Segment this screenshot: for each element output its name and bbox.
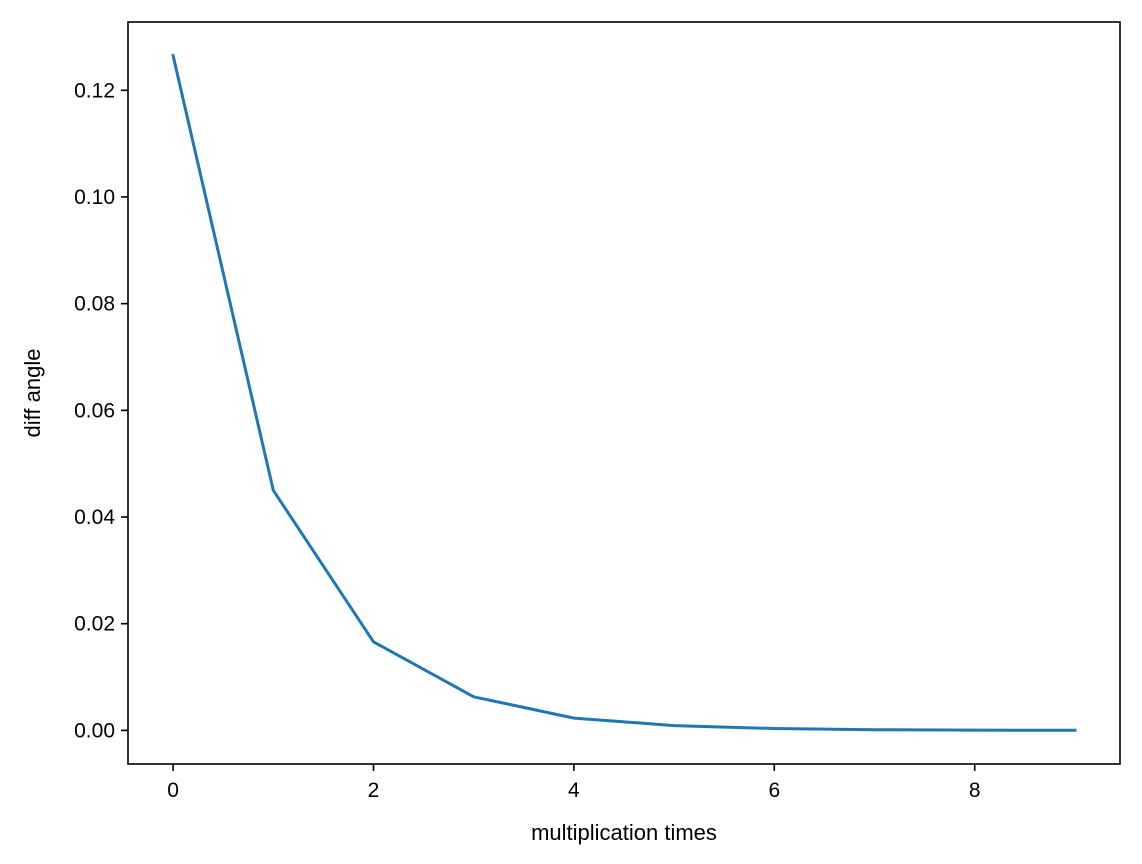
y-axis-label: diff angle bbox=[20, 349, 45, 438]
series-layer bbox=[171, 53, 1077, 732]
x-tick-label: 6 bbox=[768, 779, 780, 802]
y-axis-ticks: 0.00 0.02 0.04 0.06 0.08 0.10 0.12 bbox=[74, 79, 128, 742]
x-axis-ticks: 0 2 4 6 8 bbox=[167, 764, 981, 802]
y-tick-label: 0.04 bbox=[74, 506, 115, 529]
y-tick-label: 0.02 bbox=[74, 613, 115, 636]
x-tick-label: 4 bbox=[568, 779, 580, 802]
x-tick-label: 8 bbox=[969, 779, 981, 802]
x-axis-label: multiplication times bbox=[531, 820, 717, 845]
x-tick-label: 0 bbox=[167, 779, 179, 802]
y-tick-label: 0.10 bbox=[74, 186, 115, 209]
x-tick-label: 2 bbox=[368, 779, 380, 802]
series-line bbox=[171, 53, 1077, 732]
plot-background bbox=[128, 22, 1120, 764]
y-tick-label: 0.00 bbox=[74, 719, 115, 742]
y-tick-label: 0.06 bbox=[74, 399, 115, 422]
y-tick-label: 0.08 bbox=[74, 293, 115, 316]
plot-frame bbox=[127, 21, 1121, 765]
y-tick-label: 0.12 bbox=[74, 79, 115, 102]
